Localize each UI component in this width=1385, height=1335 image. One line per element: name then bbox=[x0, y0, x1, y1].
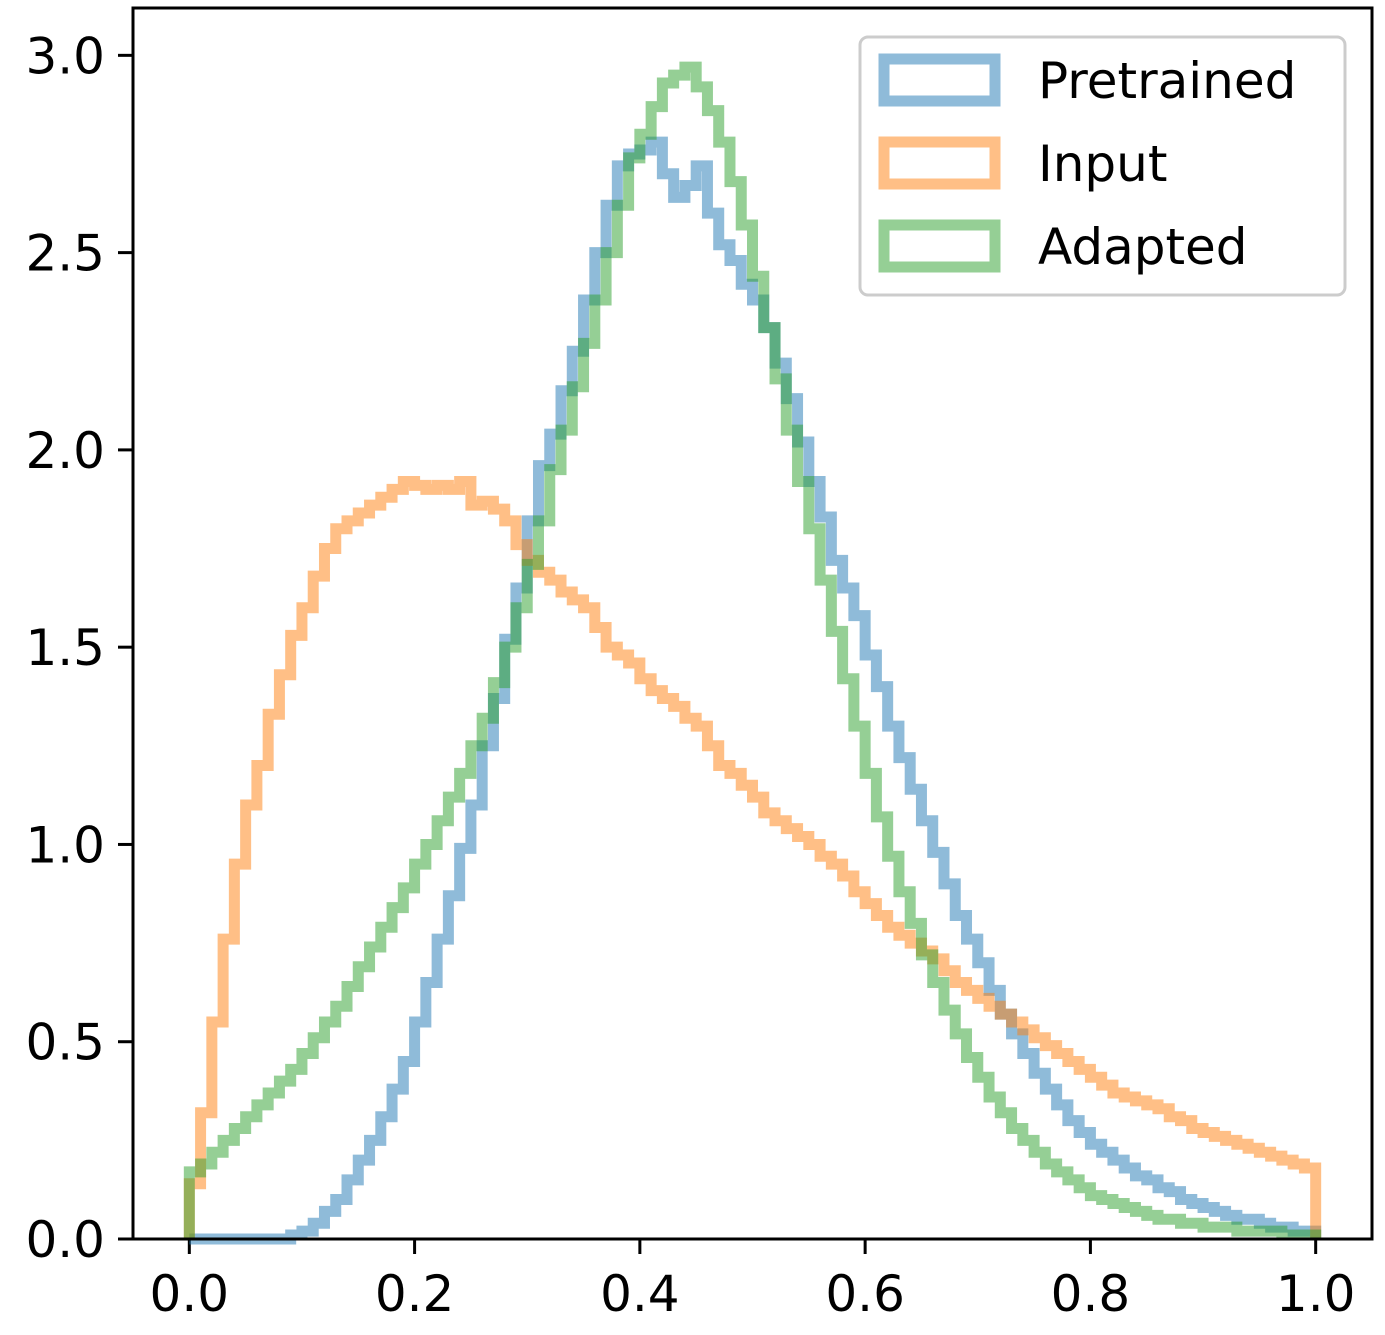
y-tick-label: 3.0 bbox=[25, 27, 105, 85]
legend-swatch-adapted bbox=[878, 219, 1001, 273]
x-tick-label: 0.4 bbox=[600, 1265, 680, 1323]
series-layer bbox=[183, 61, 1322, 1245]
legend-label-input: Input bbox=[1038, 135, 1167, 193]
legend-label-adapted: Adapted bbox=[1038, 218, 1248, 276]
y-tick-label: 1.5 bbox=[25, 619, 105, 677]
series-step-pretrained bbox=[189, 136, 1322, 1245]
x-tick-labels: 0.0 0.2 0.4 0.6 0.8 1.0 bbox=[150, 1265, 1356, 1323]
legend-label-pretrained: Pretrained bbox=[1038, 52, 1296, 110]
y-tick-labels: 0.0 0.5 1.0 1.5 2.0 2.5 3.0 bbox=[25, 27, 105, 1269]
series-step-adapted bbox=[183, 61, 1322, 1241]
y-tick-label: 2.0 bbox=[25, 422, 105, 480]
legend-swatch-pretrained bbox=[878, 53, 1001, 107]
x-tick-label: 1.0 bbox=[1276, 1265, 1356, 1323]
y-tick-label: 1.0 bbox=[25, 816, 105, 874]
legend: Pretrained Input Adapted bbox=[858, 35, 1347, 297]
x-tick-label: 0.8 bbox=[1051, 1265, 1131, 1323]
plot-frame bbox=[131, 6, 1374, 1241]
x-tick-label: 0.0 bbox=[150, 1265, 230, 1323]
tick-layer bbox=[118, 53, 1318, 1254]
series-step-input bbox=[183, 475, 1322, 1239]
y-tick-label: 0.0 bbox=[25, 1211, 105, 1269]
y-tick-label: 2.5 bbox=[25, 225, 105, 283]
x-tick-label: 0.2 bbox=[375, 1265, 455, 1323]
x-tick-label: 0.6 bbox=[825, 1265, 905, 1323]
legend-swatch-input bbox=[878, 136, 1001, 190]
y-tick-label: 0.5 bbox=[25, 1014, 105, 1072]
